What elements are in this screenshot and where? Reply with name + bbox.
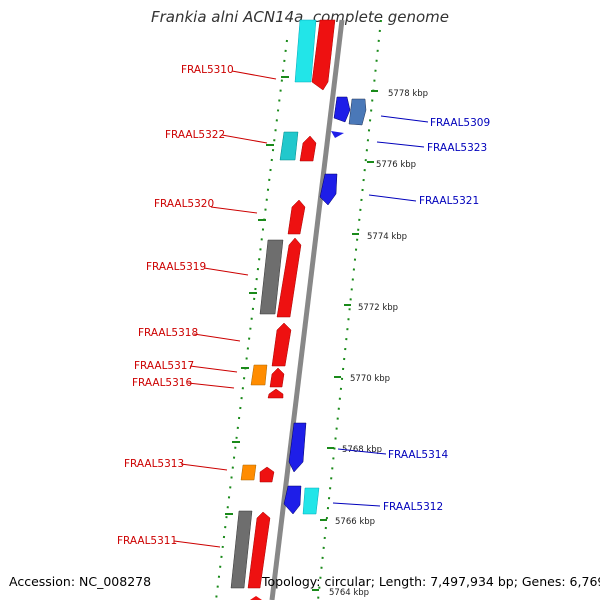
gene-arrow-fraal5318 bbox=[271, 322, 292, 367]
scale-label-5768: 5768 kbp bbox=[342, 445, 382, 455]
gene-arrow-orange-5313 bbox=[240, 464, 257, 481]
scale-label-5772: 5772 kbp bbox=[358, 303, 398, 313]
label-fraal5323: FRAAL5323 bbox=[427, 142, 487, 154]
label-fraal5321: FRAAL5321 bbox=[419, 195, 479, 207]
label-fraal5312: FRAAL5312 bbox=[383, 501, 443, 513]
map-title: Frankia alni ACN14a, complete genome bbox=[151, 8, 449, 26]
label-fraal5320: FRAAL5320 bbox=[154, 198, 214, 210]
ring-boundaries bbox=[215, 19, 382, 600]
reverse-gene-labels: FRAL5310 FRAAL5322 FRAAL5320 FRAAL5319 F… bbox=[117, 64, 277, 548]
genome-summary: Topology: circular; Length: 7,497,934 bp… bbox=[262, 574, 600, 589]
scale-label-5770: 5770 kbp bbox=[350, 374, 390, 384]
label-fraal5309: FRAAL5309 bbox=[430, 117, 490, 129]
gene-arrow-fraal5322 bbox=[299, 135, 317, 162]
gene-arrow-fraal5316 bbox=[267, 388, 284, 399]
gene-arrow-fral5310 bbox=[311, 19, 336, 91]
scale-label-5764: 5764 kbp bbox=[329, 588, 369, 598]
ruler-ticks bbox=[225, 76, 378, 591]
gene-arrow-fraal5309 bbox=[333, 96, 351, 123]
gene-arrow-fraal5317 bbox=[269, 367, 285, 388]
label-fraal5318: FRAAL5318 bbox=[138, 327, 198, 339]
label-fraal5317: FRAAL5317 bbox=[134, 360, 194, 372]
gene-arrow-steelblue bbox=[348, 98, 367, 126]
gene-arrow-orange-5317 bbox=[250, 364, 268, 386]
gene-arrow-bottom bbox=[250, 596, 262, 600]
label-fraal5314: FRAAL5314 bbox=[388, 449, 448, 461]
accession-label: Accession: NC_008278 bbox=[9, 574, 152, 589]
label-fraal5316: FRAAL5316 bbox=[132, 377, 192, 389]
forward-gene-labels: FRAAL5309 FRAAL5323 FRAAL5321 FRAAL5314 … bbox=[332, 115, 490, 513]
gene-arrow-cyan bbox=[294, 19, 317, 83]
reverse-strand-features bbox=[230, 19, 336, 600]
gene-arrow-fraal5313 bbox=[259, 466, 275, 483]
gene-arrow-fraal5311 bbox=[247, 511, 271, 589]
label-fraal5311: FRAAL5311 bbox=[117, 535, 177, 547]
scale-label-5778: 5778 kbp bbox=[388, 89, 428, 99]
label-fraal5319: FRAAL5319 bbox=[146, 261, 206, 273]
label-fraal5313: FRAAL5313 bbox=[124, 458, 184, 470]
scale-label-5776: 5776 kbp bbox=[376, 160, 416, 170]
label-fral5310: FRAL5310 bbox=[181, 64, 234, 76]
label-fraal5322: FRAAL5322 bbox=[165, 129, 225, 141]
gene-arrow-fraal5314 bbox=[288, 422, 307, 473]
forward-strand-features bbox=[283, 96, 367, 515]
gene-arrow-fraal5320 bbox=[287, 199, 306, 235]
gene-arrow-fraal5323 bbox=[331, 131, 344, 138]
scale-label-5766: 5766 kbp bbox=[335, 517, 375, 527]
genome-backbone bbox=[269, 19, 345, 600]
gene-arrow-grey-5311 bbox=[230, 510, 253, 589]
gene-arrow-fraal5319 bbox=[276, 237, 302, 318]
scale-label-5774: 5774 kbp bbox=[367, 232, 407, 242]
gene-arrow-cyan-5312 bbox=[302, 487, 320, 515]
gene-arrow-grey-5319 bbox=[259, 239, 284, 315]
gene-arrow-fraal5321 bbox=[319, 173, 338, 206]
gene-arrow-cyan-5322 bbox=[279, 131, 299, 161]
gene-arrow-fraal5312 bbox=[283, 485, 302, 515]
